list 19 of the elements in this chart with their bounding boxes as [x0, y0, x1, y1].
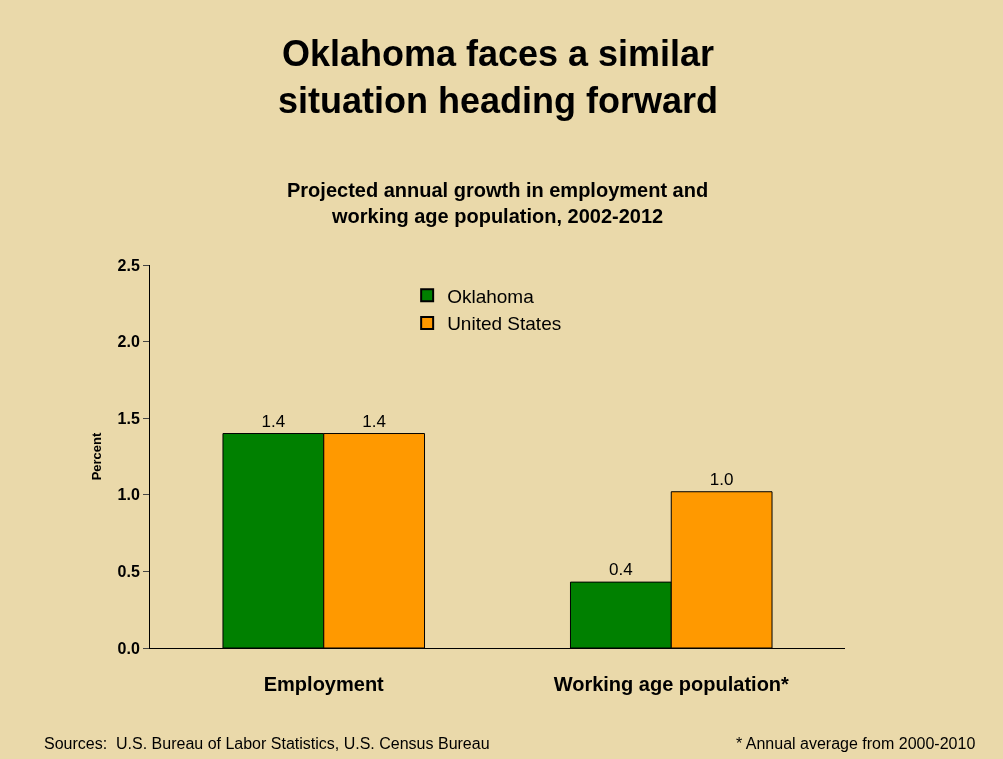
y-tick-label: 0.0 [117, 639, 140, 657]
y-tick-label: 2.5 [117, 256, 140, 274]
chart-subtitle: Projected annual growth in employment and working age population, 2002-2012 [287, 179, 709, 227]
y-tick-label: 0.5 [117, 563, 140, 580]
y-tick-label: 2.0 [117, 333, 140, 351]
source-note: Sources: U.S. Bureau of Labor Statistics, U.S. Census Bureau [44, 735, 490, 752]
chart-title: Oklahoma faces a similar situation heading forward [278, 33, 719, 121]
data-label: 1.0 [709, 469, 734, 489]
x-tick-label: Employment [263, 673, 385, 695]
legend-label: United States [447, 313, 562, 335]
data-label: 1.4 [261, 411, 286, 431]
x-tick-label: Working age population* [553, 673, 790, 695]
text: * Annual average from 2000-2010 [736, 735, 976, 752]
y-axis-title: Percent [89, 431, 105, 481]
legend-label: Oklahoma [447, 285, 535, 307]
data-label: 1.4 [362, 411, 386, 431]
y-tick-label: 1.0 [117, 486, 140, 504]
y-tick-label: 1.5 [117, 409, 140, 427]
data-label: 0.4 [609, 560, 633, 580]
